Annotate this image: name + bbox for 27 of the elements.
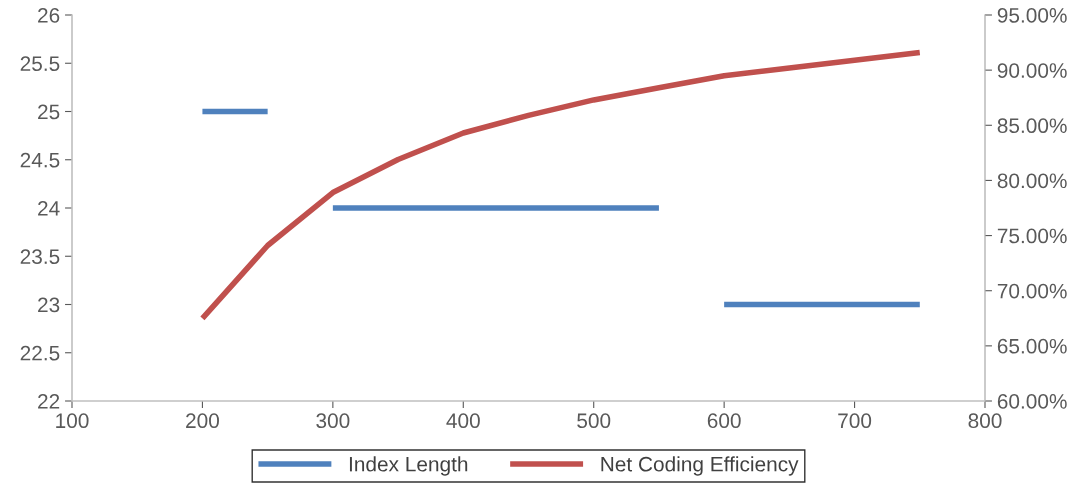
x-tick-label: 600 — [707, 413, 741, 429]
y-tick-label: 23 — [38, 297, 60, 313]
y-tick-label: 22 — [38, 394, 60, 409]
y2-tick-label: 85.00% — [997, 118, 1067, 134]
x-tick-label: 500 — [577, 413, 611, 429]
y2-tick-label: 75.00% — [997, 228, 1067, 244]
legend-label: Index Length — [349, 456, 468, 476]
legend-label: Net Coding Efficiency — [601, 456, 799, 476]
y-tick-label: 23.5 — [20, 249, 60, 264]
y-tick-label: 25 — [38, 104, 60, 120]
x-tick-label: 100 — [56, 413, 89, 429]
y2-tick-label: 95.00% — [997, 8, 1067, 23]
y2-tick-label: 70.00% — [997, 283, 1067, 299]
y-tick-label: 26 — [38, 8, 60, 23]
y-tick-label: 25.5 — [20, 56, 60, 71]
x-tick-label: 700 — [838, 413, 872, 429]
y2-tick-label: 80.00% — [997, 173, 1067, 189]
x-tick-label: 300 — [316, 413, 350, 429]
x-tick-label: 800 — [968, 413, 1002, 429]
y-tick-label: 24.5 — [20, 152, 60, 168]
y2-tick-label: 90.00% — [997, 63, 1067, 78]
x-tick-label: 200 — [186, 413, 219, 429]
y2-tick-label: 65.00% — [997, 338, 1067, 354]
y-tick-label: 22.5 — [20, 345, 60, 361]
x-tick-label: 400 — [446, 413, 480, 429]
y-tick-label: 24 — [38, 201, 60, 216]
y2-tick-label: 60.00% — [997, 394, 1067, 409]
